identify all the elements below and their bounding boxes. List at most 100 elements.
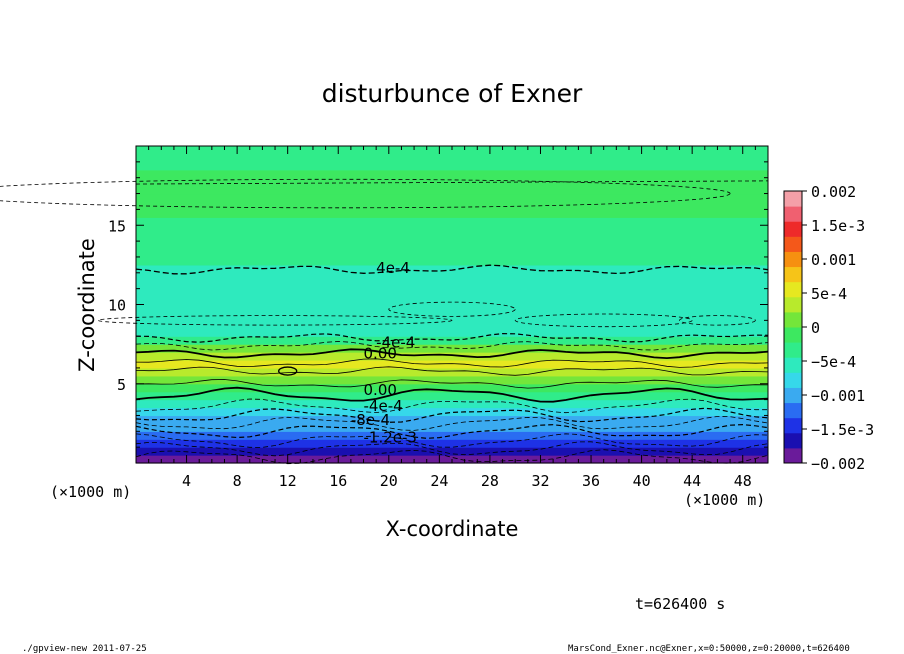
x-tick-label: 48	[734, 472, 752, 490]
contour-line	[135, 366, 769, 376]
colorbar-swatch	[784, 432, 802, 449]
contour-line	[135, 433, 769, 448]
colorbar: 0.002 1.5e-3 0.001 5e-4 0 −5e-4 −0.001 −1.5e-3 −…	[783, 183, 874, 473]
field-band	[136, 447, 768, 456]
contour-label: 0.00	[364, 381, 397, 399]
x-tick-label: 36	[582, 472, 600, 490]
x-tick-label: 24	[430, 472, 448, 490]
x-tick-label: 28	[481, 472, 499, 490]
y-axis-label: Z-coordinate	[75, 238, 99, 372]
contour-line	[135, 379, 769, 389]
field-band	[136, 423, 768, 432]
contour-loop	[97, 315, 453, 326]
contour-loop	[679, 315, 756, 326]
field-band	[136, 320, 768, 337]
colorbar-swatch	[784, 221, 802, 237]
field-band	[136, 193, 768, 218]
colorbar-swatch	[784, 387, 802, 404]
contour-line	[135, 441, 769, 457]
field-band	[136, 359, 768, 369]
time-label: t=626400 s	[635, 595, 725, 613]
field-band	[136, 431, 768, 440]
colorbar-tick-label: 1.5e-3	[811, 217, 865, 235]
field-band	[136, 439, 768, 448]
colorbar-tick-label: 0	[811, 319, 820, 337]
contour-label: -8e-4	[351, 411, 390, 429]
colorbar-swatch	[784, 251, 802, 268]
colorbar-swatch	[784, 402, 802, 419]
field-band	[136, 146, 768, 171]
contour-label: -4e-4	[364, 397, 403, 415]
footer-left: ./gpview-new 2011-07-25	[22, 644, 147, 654]
x-tick-label: 12	[279, 472, 297, 490]
footer-right: MarsCond_Exner.nc@Exner,x=0:50000,z=0:20…	[568, 644, 850, 654]
field-band	[136, 241, 768, 266]
x-axis-label: X-coordinate	[386, 517, 519, 541]
y-unit-label: (×1000 m)	[50, 483, 131, 501]
contour-labels: 4e-4-4e-40.000.00-4e-4-8e-4-1.2e-3	[351, 259, 417, 447]
x-axis: 4 8 12 16 20 24 28 32 36 40 44 48	[135, 146, 769, 490]
field-band	[136, 391, 768, 401]
colorbar-swatch	[784, 372, 802, 388]
contour-line	[135, 386, 769, 403]
colorbar-swatch	[784, 447, 802, 464]
colorbar-swatch	[784, 281, 802, 298]
colorbar-tick-label: 5e-4	[811, 285, 847, 303]
colorbar-swatch	[784, 191, 802, 207]
y-axis: 5 10 15	[108, 145, 768, 464]
colorbar-tick-label: −0.001	[811, 387, 865, 405]
y-tick-label: 10	[108, 297, 126, 315]
contour-label: -4e-4	[376, 334, 415, 352]
colorbar-swatch	[784, 206, 802, 222]
contour-loop	[277, 366, 298, 376]
contour-line	[135, 341, 769, 351]
field-band	[136, 383, 768, 393]
x-tick-label: 32	[531, 472, 549, 490]
x-tick-label: 4	[182, 472, 191, 490]
chart-title: disturbunce of Exner	[322, 79, 583, 108]
field-band	[136, 415, 768, 424]
colorbar-tick-label: 0.001	[811, 251, 856, 269]
colorbar-swatch	[784, 236, 802, 252]
contour-line	[135, 358, 769, 368]
contour-line	[135, 407, 769, 423]
field-band	[136, 264, 768, 290]
x-tick-label: 8	[233, 472, 242, 490]
contour-line	[135, 264, 769, 275]
contour-line	[135, 180, 769, 185]
field-band	[136, 367, 768, 377]
x-tick-label: 16	[329, 472, 347, 490]
field-band	[136, 169, 768, 195]
contour-label: 0.00	[364, 345, 397, 363]
contour-label: -1.2e-3	[364, 429, 417, 447]
field-band	[136, 399, 768, 409]
colorbar-tick-label: 0.002	[811, 183, 856, 201]
contour-line	[135, 332, 769, 343]
contour-line	[135, 449, 769, 465]
field-band	[136, 344, 768, 353]
colorbar-tick-label: −5e-4	[811, 353, 856, 371]
contour-line	[135, 416, 769, 431]
y-tick-label: 5	[117, 376, 126, 394]
contour-line	[135, 423, 769, 439]
colorbar-swatch	[784, 327, 802, 343]
colorbar-swatch	[784, 342, 802, 358]
plot-area	[136, 146, 768, 464]
x-tick-label: 20	[380, 472, 398, 490]
colorbar-swatch	[784, 417, 802, 434]
contour-line	[135, 398, 768, 414]
field-band	[136, 336, 768, 345]
contour-lines	[0, 178, 769, 465]
field-band	[136, 375, 768, 385]
x-tick-label: 44	[683, 472, 701, 490]
x-tick-label: 40	[633, 472, 651, 490]
x-unit-label: (×1000 m)	[684, 491, 765, 509]
field-band	[136, 407, 768, 417]
colorbar-swatch	[784, 296, 802, 313]
field-band	[136, 217, 768, 242]
colorbar-tick-label: −0.002	[811, 455, 865, 473]
y-tick-label: 15	[108, 217, 126, 235]
contour-line	[135, 348, 769, 360]
colorbar-swatch	[784, 357, 802, 373]
